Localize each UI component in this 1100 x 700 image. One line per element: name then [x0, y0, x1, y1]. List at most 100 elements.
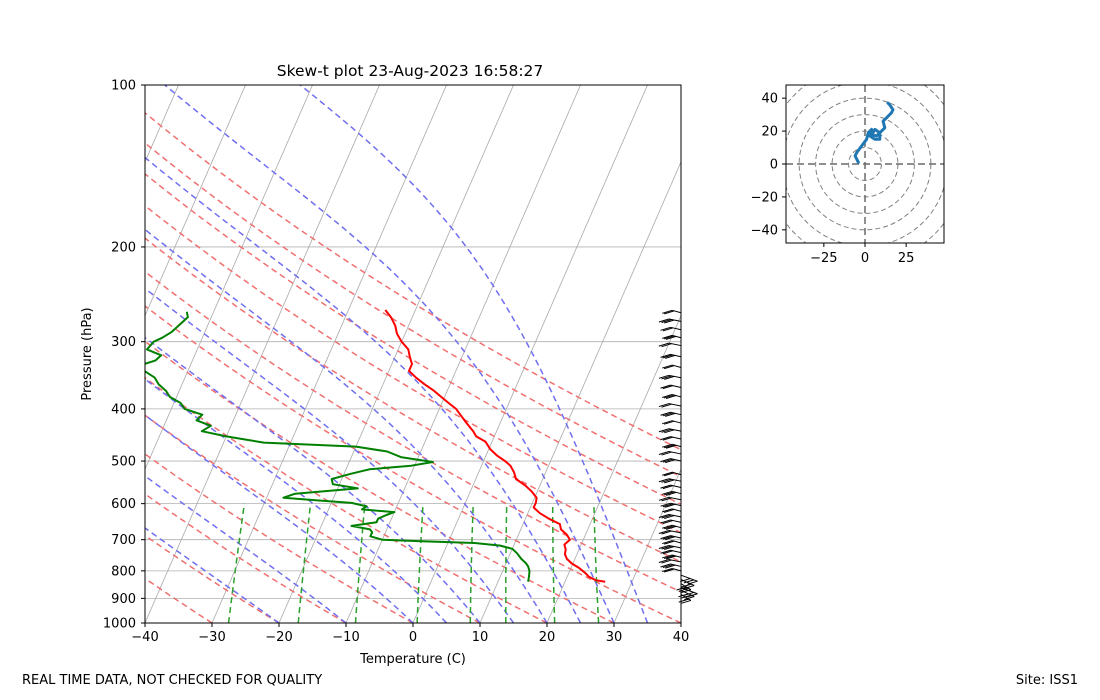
x-tick-label: −20: [265, 630, 292, 645]
y-tick-label: 200: [111, 240, 136, 255]
hodo-y-tick-label: −40: [751, 223, 778, 238]
wind-barb: [662, 443, 682, 449]
skewt-x-label: Temperature (C): [359, 652, 466, 667]
quality-disclaimer: REAL TIME DATA, NOT CHECKED FOR QUALITY: [22, 673, 323, 688]
wind-barb: [658, 342, 682, 348]
wind-barb: [660, 458, 682, 464]
dry-adiabat-lines: [145, 111, 681, 623]
hodo-x-tick-label: −25: [810, 251, 837, 266]
wind-barb: [660, 384, 682, 390]
moist-adiabat-line: [145, 527, 280, 623]
hodograph-y-axis: 40 20 0 −20 −40: [751, 92, 786, 238]
wind-barb: [662, 471, 682, 477]
dry-adiabat-line: [145, 270, 681, 593]
wind-barb: [662, 364, 682, 370]
mixing-ratio-line: [469, 503, 474, 623]
dry-adiabat-line: [145, 340, 615, 623]
dry-adiabat-line: [145, 493, 347, 623]
wind-barbs: [658, 309, 698, 604]
y-tick-label: 600: [111, 497, 136, 512]
mixing-ratio-line: [354, 503, 366, 623]
wind-barb: [662, 394, 682, 400]
wind-barb: [660, 484, 682, 490]
mixing-ratio-line: [551, 503, 556, 623]
wind-barb: [660, 353, 682, 359]
hodograph-panel: −25 0 25 40 20 0 −20 −40: [751, 84, 945, 266]
isotherm-line: [145, 85, 246, 317]
wind-barb: [658, 559, 682, 564]
wind-barb: [660, 519, 682, 524]
wind-barb: [676, 583, 692, 594]
x-tick-label: 10: [472, 630, 489, 645]
wind-barb: [662, 554, 682, 560]
x-tick-label: −10: [332, 630, 359, 645]
wind-barb: [662, 420, 682, 425]
x-tick-label: −30: [198, 630, 225, 645]
mixing-ratio-lines: [227, 503, 600, 623]
wind-barb: [658, 478, 682, 484]
moist-adiabat-line: [145, 228, 548, 623]
wind-barb: [680, 587, 698, 598]
wind-barb: [662, 567, 682, 573]
skewt-x-axis: −40 −30 −20 −10 0 10 20 30 40: [131, 623, 689, 645]
isotherm-line: [345, 85, 581, 623]
wind-barb: [662, 334, 682, 340]
wind-barb: [662, 524, 682, 530]
skewt-frame: [144, 84, 682, 624]
y-tick-label: 300: [111, 335, 136, 350]
hodograph-line: [853, 101, 895, 164]
mixing-ratio-line: [505, 503, 508, 623]
wind-barb: [660, 549, 682, 555]
moist-adiabat-line: [145, 475, 347, 623]
dry-adiabat-line: [145, 204, 681, 534]
isotherm-line: [613, 468, 681, 623]
hodo-y-tick-label: 0: [770, 158, 778, 173]
hodo-y-tick-label: −20: [751, 190, 778, 205]
x-tick-label: 0: [409, 630, 417, 645]
hodo-x-tick-label: 25: [898, 251, 915, 266]
hodograph-x-axis: −25 0 25: [810, 243, 914, 266]
x-tick-label: 30: [606, 630, 623, 645]
hodo-x-tick-label: 0: [861, 251, 869, 266]
x-tick-label: −40: [131, 630, 158, 645]
skewt-panel: Skew-t plot 23-Aug-2023 16:58:27 −40 −30−…: [80, 62, 698, 667]
mixing-ratio-line: [227, 503, 246, 623]
wind-barb: [658, 451, 682, 456]
dry-adiabat-line: [145, 237, 681, 563]
mixing-ratio-line: [416, 503, 424, 623]
dry-adiabat-line: [145, 142, 681, 478]
dry-adiabat-line: [145, 111, 681, 451]
y-tick-label: 800: [111, 564, 136, 579]
wind-barb: [660, 502, 682, 508]
dewpoint-trace: [145, 311, 531, 582]
wind-barb: [660, 535, 682, 541]
dry-adiabat-line: [145, 414, 481, 623]
wind-barb: [658, 496, 682, 502]
wind-barb: [658, 544, 682, 550]
y-tick-label: 100: [111, 79, 136, 94]
moist-adiabat-lines: [145, 85, 649, 623]
wind-barb: [658, 529, 682, 535]
isotherm-line: [278, 85, 514, 623]
y-tick-label: 500: [111, 455, 136, 470]
hodograph-ring: [815, 114, 915, 214]
moist-adiabat-line: [145, 287, 515, 623]
moist-adiabat-line: [145, 336, 481, 623]
y-tick-label: 400: [111, 402, 136, 417]
x-tick-label: 40: [673, 630, 690, 645]
dry-adiabat-line: [145, 172, 681, 506]
x-tick-label: 20: [539, 630, 556, 645]
hodograph-ring: [848, 147, 882, 181]
wind-barb: [660, 563, 682, 569]
wind-barb: [662, 540, 682, 545]
wind-barb: [658, 403, 682, 408]
isotherm-line: [145, 85, 380, 623]
wind-barb: [662, 508, 682, 513]
isotherm-line: [412, 85, 648, 623]
isotherm-line: [211, 85, 447, 623]
skewt-y-label: Pressure (hPa): [80, 307, 95, 400]
dry-adiabat-line: [145, 534, 280, 623]
wind-barb: [660, 411, 682, 417]
y-tick-label: 1000: [103, 617, 136, 632]
